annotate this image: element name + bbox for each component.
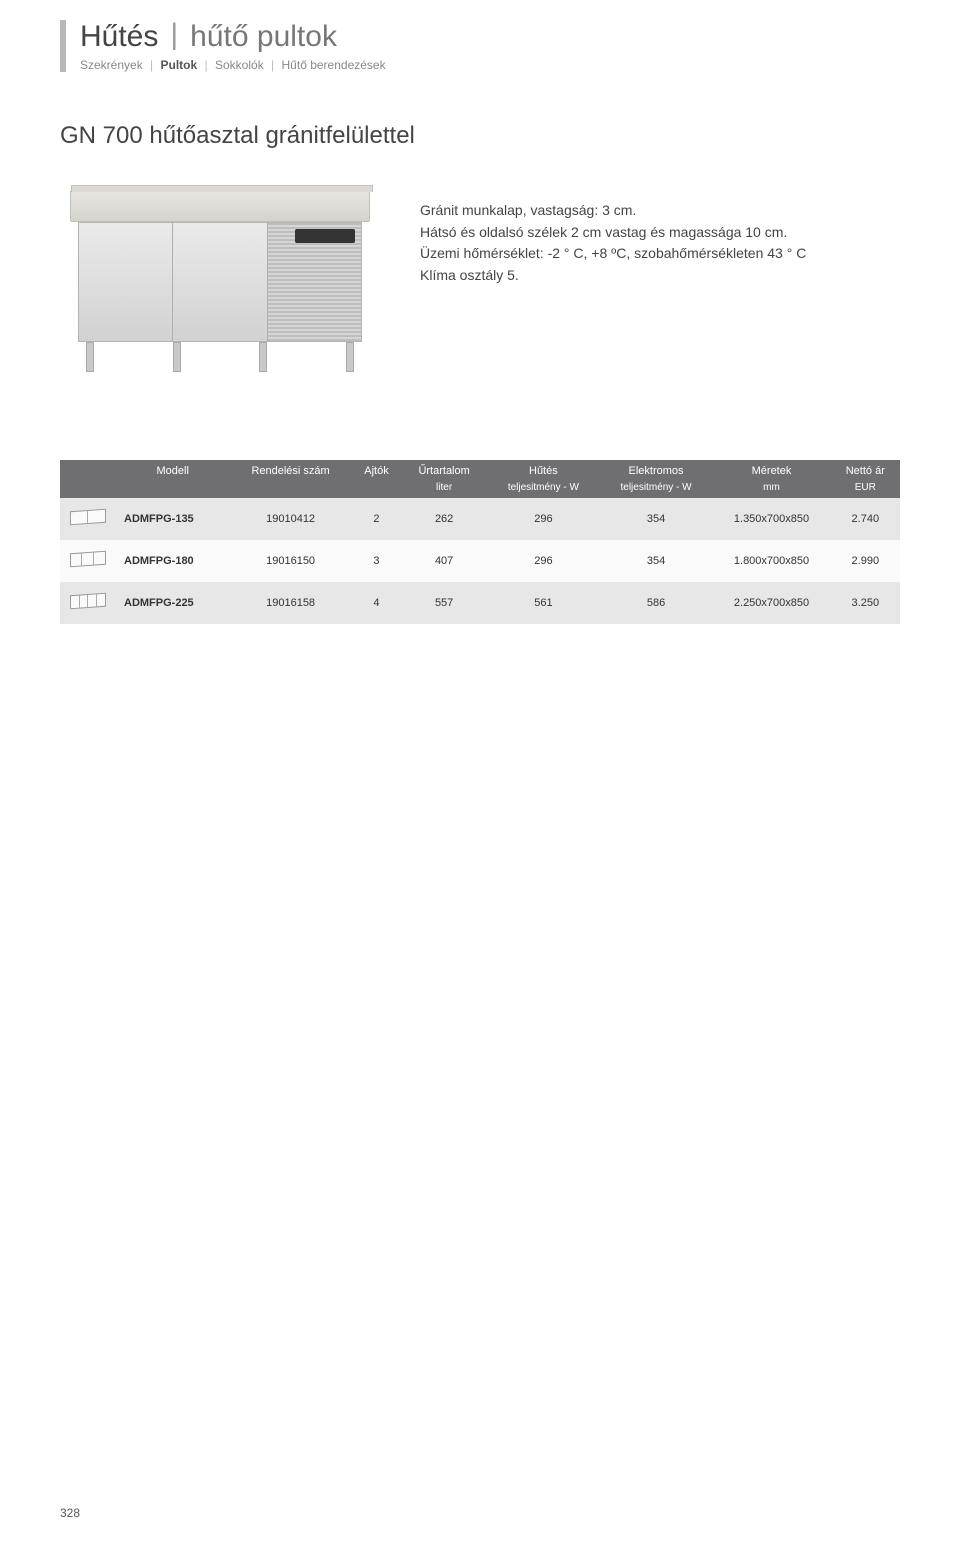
th-order: Rendelési szám <box>229 460 351 482</box>
cell-order: 19016150 <box>229 540 351 582</box>
crumb-divider: | <box>205 58 208 72</box>
cell-price: 2.990 <box>831 540 900 582</box>
desc-line: Üzemi hőmérséklet: -2 ° C, +8 ºC, szobah… <box>420 243 806 265</box>
desc-line: Gránit munkalap, vastagság: 3 cm. <box>420 200 806 222</box>
cell-volume: 557 <box>401 582 487 624</box>
table-body: ADMFPG-135 19010412 2 262 296 354 1.350x… <box>60 498 900 624</box>
product-description: Gránit munkalap, vastagság: 3 cm. Hátsó … <box>420 180 806 287</box>
table-row: ADMFPG-180 19016150 3 407 296 354 1.800x… <box>60 540 900 582</box>
desc-line: Hátsó és oldalsó szélek 2 cm vastag és m… <box>420 222 806 244</box>
th-model: Modell <box>116 460 229 482</box>
cell-model: ADMFPG-135 <box>116 498 229 540</box>
crumb-divider: | <box>271 58 274 72</box>
crumb-item-active: Pultok <box>161 58 198 72</box>
cell-cooling: 561 <box>487 582 600 624</box>
cell-volume: 262 <box>401 498 487 540</box>
cell-doors: 2 <box>352 498 401 540</box>
table-row: ADMFPG-135 19010412 2 262 296 354 1.350x… <box>60 498 900 540</box>
row-icon <box>60 540 116 582</box>
th-sub: teljesitmény - W <box>600 482 713 498</box>
cell-dims: 1.800x700x850 <box>712 540 830 582</box>
spec-table: Modell Rendelési szám Ajtók Űrtartalom H… <box>60 460 900 624</box>
cell-order: 19010412 <box>229 498 351 540</box>
th-sub: liter <box>401 482 487 498</box>
cell-doors: 4 <box>352 582 401 624</box>
title-main: Hűtés <box>80 20 158 54</box>
breadcrumb: Szekrények | Pultok | Sokkolók | Hűtő be… <box>80 58 900 72</box>
section-title: GN 700 hűtőasztal gránitfelülettel <box>60 122 900 150</box>
title-line: Hűtés | hűtő pultok <box>80 20 900 54</box>
th-sub <box>352 482 401 498</box>
th-dims: Méretek <box>712 460 830 482</box>
crumb-divider: | <box>150 58 153 72</box>
th-sub <box>60 482 116 498</box>
title-sub: hűtő pultok <box>190 20 337 54</box>
th-volume: Űrtartalom <box>401 460 487 482</box>
page-header: Hűtés | hűtő pultok Szekrények | Pultok … <box>60 20 900 72</box>
desc-line: Klíma osztály 5. <box>420 265 806 287</box>
cell-electric: 354 <box>600 540 713 582</box>
th-doors: Ajtók <box>352 460 401 482</box>
cell-cooling: 296 <box>487 540 600 582</box>
cell-volume: 407 <box>401 540 487 582</box>
cell-model: ADMFPG-225 <box>116 582 229 624</box>
th-sub: teljesitmény - W <box>487 482 600 498</box>
th-sub: EUR <box>831 482 900 498</box>
product-row: Gránit munkalap, vastagság: 3 cm. Hátsó … <box>60 180 900 390</box>
cell-cooling: 296 <box>487 498 600 540</box>
th-electric: Elektromos <box>600 460 713 482</box>
crumb-item: Sokkolók <box>215 58 264 72</box>
crumb-item: Hűtő berendezések <box>282 58 386 72</box>
th-icon <box>60 460 116 482</box>
cell-dims: 1.350x700x850 <box>712 498 830 540</box>
product-image <box>60 180 380 390</box>
cell-order: 19016158 <box>229 582 351 624</box>
cell-price: 2.740 <box>831 498 900 540</box>
th-cooling: Hűtés <box>487 460 600 482</box>
row-icon <box>60 582 116 624</box>
page-number: 328 <box>60 1506 80 1520</box>
cell-electric: 586 <box>600 582 713 624</box>
th-sub <box>229 482 351 498</box>
title-separator: | <box>170 18 178 52</box>
th-sub <box>116 482 229 498</box>
cell-dims: 2.250x700x850 <box>712 582 830 624</box>
crumb-item: Szekrények <box>80 58 143 72</box>
th-sub: mm <box>712 482 830 498</box>
table-row: ADMFPG-225 19016158 4 557 561 586 2.250x… <box>60 582 900 624</box>
cell-electric: 354 <box>600 498 713 540</box>
cell-doors: 3 <box>352 540 401 582</box>
row-icon <box>60 498 116 540</box>
cell-price: 3.250 <box>831 582 900 624</box>
cell-model: ADMFPG-180 <box>116 540 229 582</box>
th-price: Nettó ár <box>831 460 900 482</box>
